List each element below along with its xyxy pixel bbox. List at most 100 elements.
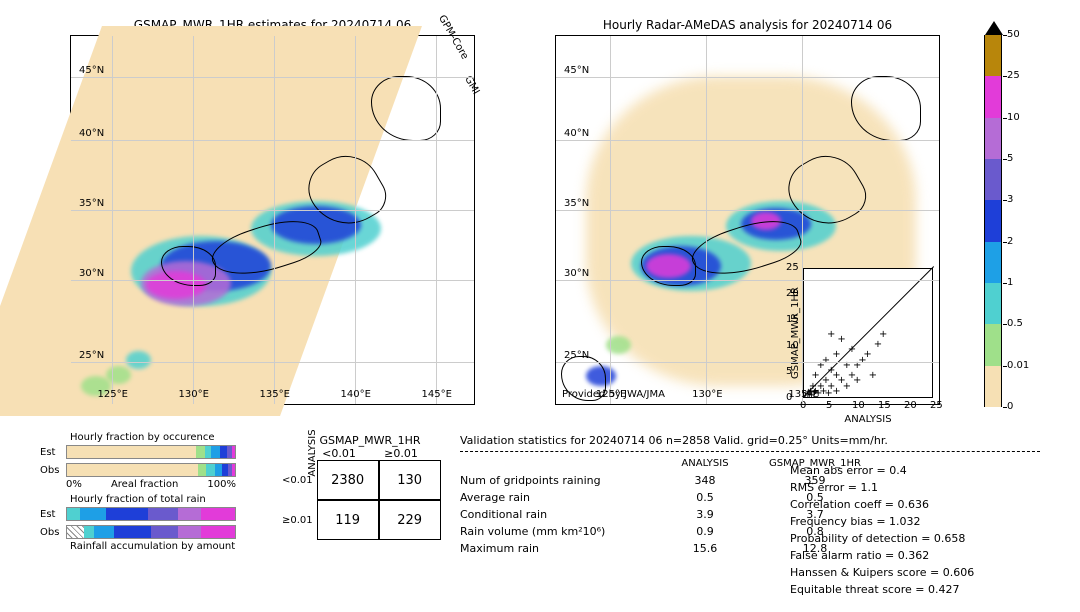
colorbar-tick: 50 — [1007, 29, 1020, 40]
metric-row: Frequency bias = 1.032 — [790, 513, 974, 530]
fraction-segment — [84, 526, 94, 538]
lon-tick: 125°E — [596, 389, 626, 400]
metric-value: 1.032 — [889, 515, 921, 528]
colorbar-tick: 5 — [1007, 153, 1013, 164]
scatter-xtick: 10 — [852, 400, 865, 411]
scatter-point: + — [811, 373, 819, 379]
fraction-segment — [80, 508, 105, 520]
scatter-point: + — [848, 347, 856, 353]
ct-cell: 119 — [317, 500, 379, 540]
colorbar-segment — [985, 283, 1001, 324]
fraction-segment — [198, 464, 206, 476]
lat-tick: 30°N — [564, 268, 589, 279]
ct-row-title: ANALYSIS — [272, 446, 352, 460]
fraction-segment — [206, 464, 214, 476]
colorbar-segment — [985, 35, 1001, 76]
metric-row: RMS error = 1.1 — [790, 479, 974, 496]
colorbar-segment — [985, 242, 1001, 283]
stat-value: 0.5 — [660, 489, 750, 506]
fraction-segment — [151, 526, 178, 538]
metric-value: 0.362 — [898, 549, 930, 562]
fraction-segment — [67, 446, 196, 458]
fraction-block: Hourly fraction by occurence Est Obs 0% … — [40, 432, 250, 552]
lat-tick: 45°N — [79, 65, 104, 76]
metric-value: 0.658 — [934, 532, 966, 545]
scatter-xtick: 5 — [826, 400, 832, 411]
lon-tick: 125°E — [98, 389, 128, 400]
scatter-xtick: 20 — [904, 400, 917, 411]
precip-region — [106, 366, 131, 384]
scatter-xtick: 25 — [930, 400, 943, 411]
colorbar-segment — [985, 159, 1001, 200]
fraction-segment — [67, 508, 80, 520]
scatter-point: + — [863, 352, 871, 358]
metric-row: Mean abs error = 0.4 — [790, 462, 974, 479]
validation-title: Validation statistics for 20240714 06 n=… — [460, 432, 1040, 449]
metric-value: 0.4 — [889, 464, 907, 477]
bottom-section: Hourly fraction by occurence Est Obs 0% … — [40, 432, 1040, 602]
fraction-segment — [67, 526, 84, 538]
stat-value: 15.6 — [660, 540, 750, 557]
lat-tick: 35°N — [79, 198, 104, 209]
colorbar-tick: 25 — [1007, 70, 1020, 81]
fraction-segment — [201, 508, 235, 520]
ct-col-label: ≥0.01 — [384, 447, 418, 460]
fraction-title-2: Hourly fraction of total rain — [70, 494, 250, 505]
fraction-segment — [196, 446, 204, 458]
lat-tick: 25°N — [564, 350, 589, 361]
stat-label: Average rain — [460, 489, 660, 506]
contingency-table: GSMAP_MWR_1HR <0.01 ≥0.01 ANALYSIS <0.01… — [272, 434, 441, 540]
scatter-point: + — [853, 378, 861, 384]
colorbar-segment — [985, 366, 1001, 407]
scatter-ytick: 15 — [786, 314, 799, 325]
scatter-ytick: 20 — [786, 288, 799, 299]
ct-cell: 229 — [379, 500, 441, 540]
axis-label: Areal fraction — [111, 479, 178, 490]
metric-row: Correlation coeff = 0.636 — [790, 496, 974, 513]
scatter-point: + — [843, 384, 851, 390]
metric-label: Frequency bias = — [790, 515, 886, 528]
row-label: Obs — [40, 465, 66, 476]
lat-tick: 35°N — [564, 198, 589, 209]
right-map-panel: Hourly Radar-AMeDAS analysis for 2024071… — [555, 35, 940, 405]
precip-region — [126, 351, 151, 369]
lon-tick: 130°E — [179, 389, 209, 400]
metric-label: Correlation coeff = — [790, 498, 894, 511]
lon-tick: 130°E — [692, 389, 722, 400]
stat-value: 0.9 — [660, 523, 750, 540]
stat-label: Conditional rain — [460, 506, 660, 523]
colorbar-tick: 2 — [1007, 236, 1013, 247]
metric-row: Hanssen & Kuipers score = 0.606 — [790, 564, 974, 581]
lon-tick: 135°E — [788, 389, 818, 400]
ct-row-label: ≥0.01 — [282, 515, 313, 526]
fraction-segment — [232, 464, 235, 476]
scatter-point: + — [832, 389, 840, 395]
stat-label: Maximum rain — [460, 540, 660, 557]
lat-tick: 40°N — [564, 128, 589, 139]
metric-label: Equitable threat score = — [790, 583, 924, 596]
right-map-title: Hourly Radar-AMeDAS analysis for 2024071… — [556, 18, 939, 32]
colorbar-segment — [985, 118, 1001, 159]
metric-label: Mean abs error = — [790, 464, 886, 477]
scatter-point: + — [874, 342, 882, 348]
fraction-segment — [178, 508, 202, 520]
scatter-xlabel: ANALYSIS — [844, 414, 891, 425]
metric-value: 0.636 — [898, 498, 930, 511]
occurence-bar-obs — [66, 463, 236, 477]
axis-end: 100% — [207, 479, 236, 490]
metric-label: Probability of detection = — [790, 532, 930, 545]
stat-value: 3.9 — [660, 506, 750, 523]
left-map-panel: GSMAP_MWR_1HR estimates for 20240714 06 … — [70, 35, 475, 405]
total-bar-obs — [66, 525, 236, 539]
metric-label: RMS error = — [790, 481, 857, 494]
fraction-title-1: Hourly fraction by occurence — [70, 432, 250, 443]
colorbar: 50251053210.50.010 — [984, 35, 1002, 407]
metric-value: 0.606 — [943, 566, 975, 579]
occurence-bar-est — [66, 445, 236, 459]
lat-tick: 40°N — [79, 128, 104, 139]
axis-start: 0% — [66, 479, 82, 490]
scatter-ytick: 25 — [786, 262, 799, 273]
colorbar-segment — [985, 76, 1001, 117]
lon-tick: 135°E — [260, 389, 290, 400]
fraction-segment — [205, 446, 212, 458]
